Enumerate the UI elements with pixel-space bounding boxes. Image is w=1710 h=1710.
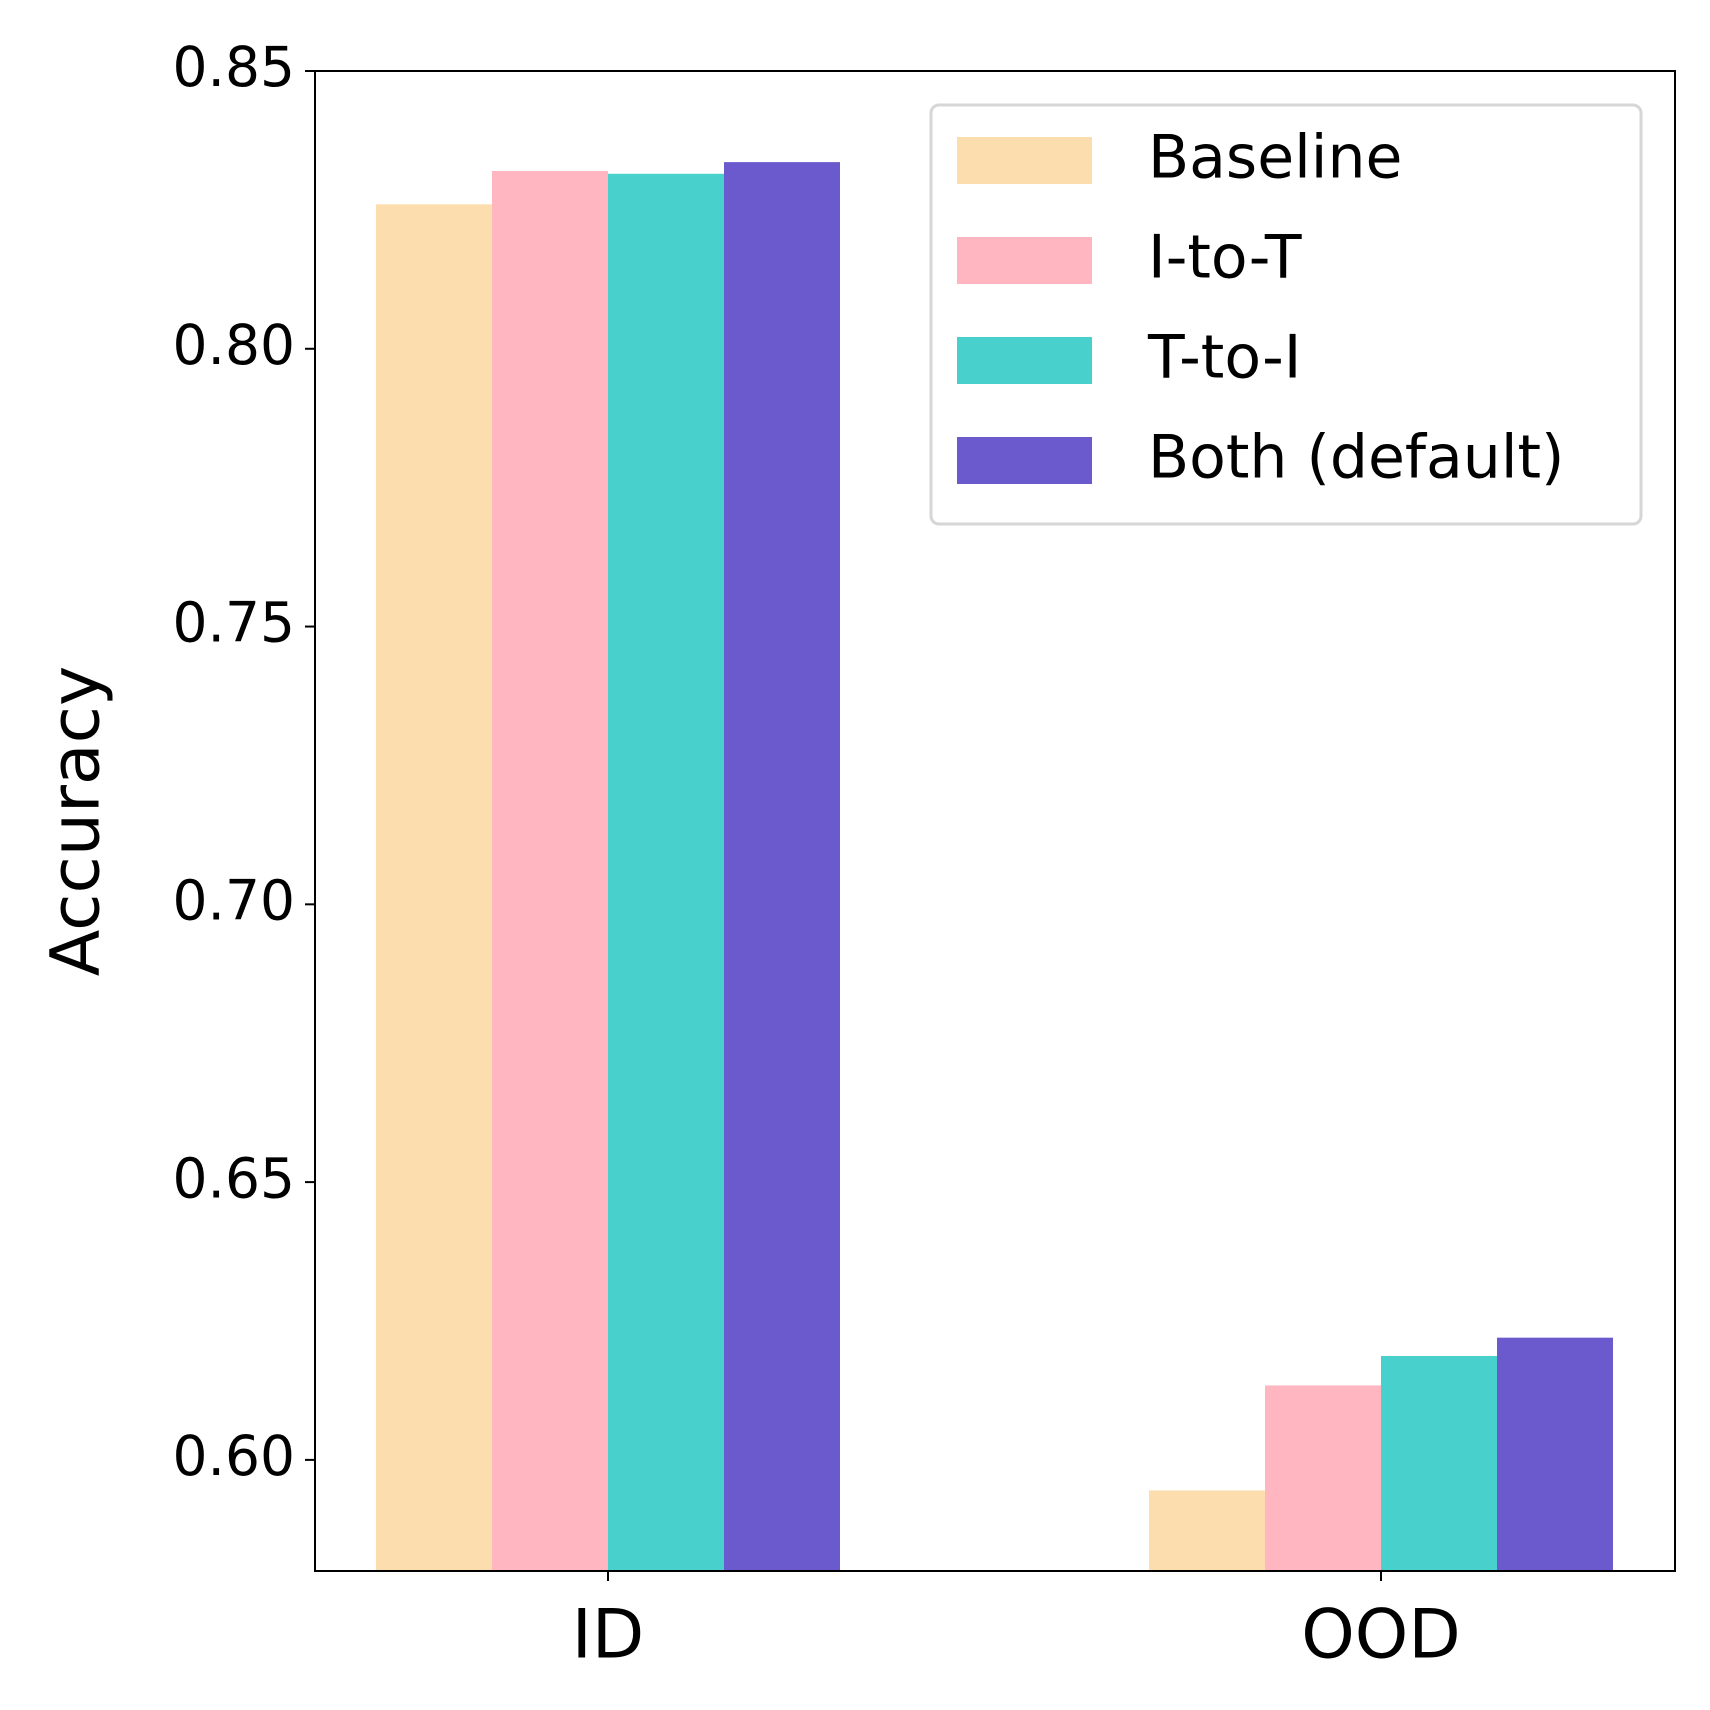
y-tick-label: 0.80 xyxy=(173,313,295,377)
legend-label: T-to-I xyxy=(1147,323,1302,393)
legend-swatch xyxy=(957,437,1092,484)
bar xyxy=(1497,1337,1613,1571)
bar xyxy=(1149,1490,1265,1571)
legend-box xyxy=(929,103,1643,526)
legend-label: Baseline xyxy=(1148,123,1402,193)
y-tick-label: 0.75 xyxy=(173,591,295,655)
bar xyxy=(492,171,608,1571)
legend-swatch xyxy=(957,337,1092,384)
bar xyxy=(1381,1356,1497,1571)
bar xyxy=(724,162,840,1572)
x-tick-label: ID xyxy=(572,1596,644,1675)
legend-label: Both (default) xyxy=(1148,423,1564,493)
bar xyxy=(1265,1385,1381,1571)
plot-frame xyxy=(314,70,1676,1572)
legend-label: I-to-T xyxy=(1148,223,1302,293)
y-tick-label: 0.70 xyxy=(173,868,295,932)
legend-swatch xyxy=(957,237,1092,284)
bar xyxy=(376,204,492,1571)
legend-swatch xyxy=(957,137,1092,184)
x-tick-label: OOD xyxy=(1301,1596,1460,1675)
y-tick-label: 0.65 xyxy=(173,1146,295,1210)
y-tick-label: 0.85 xyxy=(173,35,295,99)
bar xyxy=(608,173,724,1571)
y-axis-label: Accuracy xyxy=(37,666,116,976)
y-tick-label: 0.60 xyxy=(173,1424,295,1488)
